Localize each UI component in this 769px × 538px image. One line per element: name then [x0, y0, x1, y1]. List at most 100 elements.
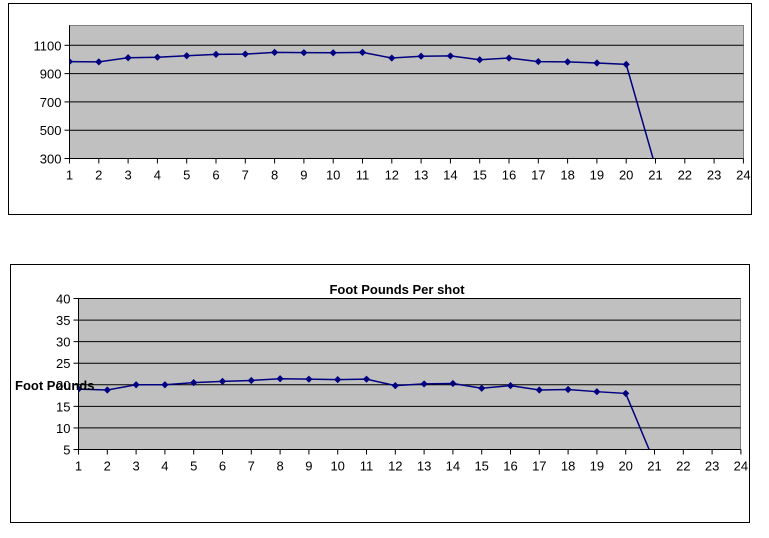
chart-1-x-tick-label: 22 — [678, 168, 692, 183]
chart-2-title: Foot Pounds Per shot — [329, 282, 465, 297]
chart-1-data-point — [212, 50, 220, 58]
chart-2-y-tick-label: 10 — [56, 421, 70, 436]
chart-2-x-tick-label: 21 — [647, 459, 661, 474]
chart-2-data-point — [132, 381, 140, 389]
chart-2-x-tick-label: 1 — [75, 459, 82, 474]
chart-1-data-point — [417, 52, 425, 60]
chart-2-data-point — [276, 375, 284, 383]
chart-2-x-tick-label: 5 — [190, 459, 197, 474]
chart-1-data-point — [388, 54, 396, 62]
chart-2-x-tick-label: 2 — [104, 459, 111, 474]
chart-1-data-point — [183, 52, 191, 60]
chart-2-x-tick-label: 17 — [532, 459, 546, 474]
chart-2-x-tick-label: 19 — [590, 459, 604, 474]
chart-2-x-tick-label: 14 — [446, 459, 460, 474]
chart-1-x-tick-label: 23 — [707, 168, 721, 183]
chart-1-x-tick-label: 6 — [212, 168, 219, 183]
chart-2-data-point — [478, 384, 486, 392]
chart-1-y-tick-label: 300 — [40, 152, 62, 167]
chart-2-x-tick-label: 7 — [248, 459, 255, 474]
chart-2-data-point — [334, 376, 342, 384]
chart-1-x-tick-label: 14 — [443, 168, 457, 183]
chart-2-y-tick-label: 40 — [56, 292, 70, 307]
chart-1-data-point — [241, 50, 249, 58]
chart-1-data-point — [564, 58, 572, 66]
chart-1-data-point — [95, 58, 103, 66]
chart-2-x-tick-label: 18 — [561, 459, 575, 474]
chart-2-x-tick-label: 20 — [618, 459, 632, 474]
chart-1-x-tick-label: 5 — [183, 168, 190, 183]
chart-1-data-point — [358, 48, 367, 56]
chart-1-x-tick-label: 9 — [300, 168, 307, 183]
chart-2-x-tick-label: 6 — [219, 459, 226, 474]
chart-1-data-point — [300, 49, 308, 57]
chart-1-data-point — [593, 59, 601, 67]
chart-1-x-tick-label: 8 — [271, 168, 278, 183]
chart-2-x-tick-label: 12 — [388, 459, 402, 474]
chart-1-x-tick-label: 11 — [356, 168, 370, 183]
chart-2-x-tick-label: 4 — [161, 459, 168, 474]
chart-1-data-point — [329, 49, 337, 57]
chart-2-data-point — [190, 379, 198, 387]
chart-2-data-point — [305, 375, 313, 383]
chart-2-y-tick-label: 20 — [56, 378, 70, 393]
chart-2-y-tick-label: 35 — [56, 313, 70, 328]
chart-1-x-tick-label: 24 — [736, 168, 750, 183]
chart-2-data-point — [247, 376, 255, 385]
chart-1-x-tick-label: 12 — [385, 168, 399, 183]
chart-1-data-point — [271, 48, 279, 56]
chart-2-data-point — [161, 381, 169, 389]
chart-1-data-point — [446, 52, 454, 60]
chart-2-y-tick-label: 5 — [63, 443, 70, 458]
chart-2-y-axis-label: Foot Pounds — [15, 378, 94, 393]
chart-2-data-point — [391, 382, 399, 390]
chart-1-y-tick-label: 1100 — [34, 38, 62, 53]
chart-1-y-tick-label: 500 — [40, 123, 62, 138]
chart-1-data-point — [622, 60, 630, 69]
chart-2-data-point — [506, 382, 515, 390]
chart-2-data-point — [218, 377, 227, 385]
chart-1-data-point — [153, 53, 161, 61]
chart-2-x-tick-label: 23 — [705, 459, 719, 474]
chart-2-x-tick-label: 10 — [330, 459, 344, 474]
chart-1-x-tick-label: 4 — [154, 168, 161, 183]
chart-1-data-point — [476, 56, 484, 64]
chart-2-x-tick-label: 22 — [676, 459, 690, 474]
chart-2-data-point — [535, 386, 543, 394]
chart-2-plot-area — [78, 298, 741, 450]
chart-2-x-tick-label: 15 — [474, 459, 488, 474]
chart-1-x-tick-label: 3 — [124, 168, 131, 183]
chart-2-x-tick-label: 13 — [417, 459, 431, 474]
chart-2-x-tick-label: 24 — [734, 459, 748, 474]
chart-1-x-tick-label: 1 — [66, 168, 73, 183]
chart-2-y-tick-label: 25 — [56, 356, 70, 371]
chart-2-data-point — [362, 375, 371, 383]
chart-1-x-tick-label: 7 — [242, 168, 249, 183]
chart-2-x-tick-label: 9 — [305, 459, 312, 474]
chart-2-data-point — [449, 379, 457, 388]
chart-1-plot-area — [69, 25, 744, 159]
chart-2-data-point — [78, 385, 83, 393]
chart-1-x-tick-label: 2 — [95, 168, 102, 183]
chart-2-x-tick-label: 8 — [276, 459, 283, 474]
chart-2-x-tick-label: 3 — [132, 459, 139, 474]
chart-1-x-tick-label: 18 — [560, 168, 574, 183]
chart-1-x-tick-label: 17 — [531, 168, 545, 183]
chart-2-x-tick-label: 16 — [503, 459, 517, 474]
chart-1-data-point — [124, 54, 132, 62]
chart-1-x-tick-label: 16 — [502, 168, 516, 183]
chart-2-data-point — [622, 389, 630, 398]
chart-1-x-tick-label: 15 — [472, 168, 486, 183]
chart-1-x-tick-label: 21 — [648, 168, 662, 183]
chart-2-data-point — [420, 380, 428, 388]
chart-1-x-tick-label: 19 — [590, 168, 604, 183]
chart-1-x-tick-label: 20 — [619, 168, 633, 183]
chart-1-x-tick-label: 10 — [326, 168, 340, 183]
chart-1-y-tick-label: 700 — [40, 95, 62, 110]
chart-1-x-tick-label: 13 — [414, 168, 428, 183]
chart-2-y-tick-label: 30 — [56, 335, 70, 350]
chart-2-data-point — [103, 386, 111, 394]
